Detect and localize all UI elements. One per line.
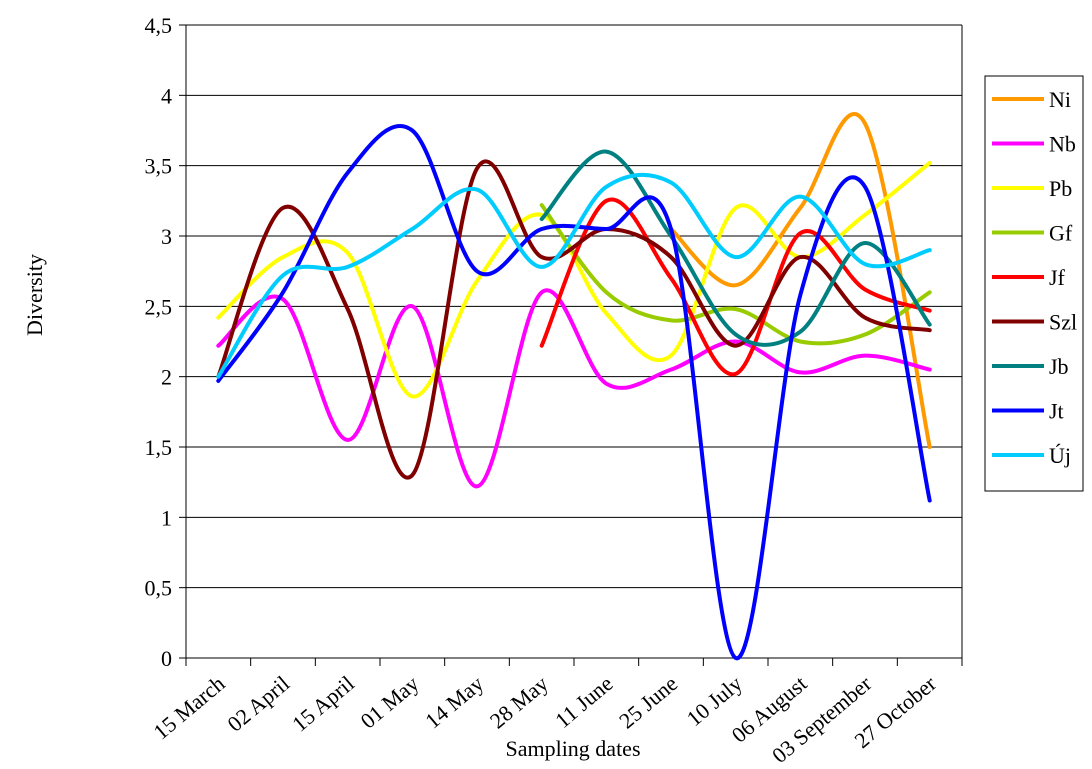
series-line-jt [216,124,932,661]
x-tick-label: 02 April [222,671,294,737]
axes [185,24,963,666]
y-tick-label: 3 [161,224,172,249]
legend-label: Jf [1049,265,1066,290]
legend-item-uj: Új [992,443,1071,468]
legend-item-gf: Gf [992,221,1073,246]
x-tick-label: 14 May [420,671,488,734]
series-line-nb [216,288,932,489]
x-tick-label: 15 April [287,671,359,737]
y-tick-label: 3,5 [145,154,173,179]
x-axis-title: Sampling dates [505,736,640,761]
legend-item-jb: Jb [992,354,1069,379]
series-line-jf [539,197,932,377]
legend-label: Nb [1049,132,1076,157]
legend-label: Ni [1049,87,1071,112]
y-tick-label: 1,5 [145,435,173,460]
x-tick-label: 01 May [356,671,424,734]
y-tick-labels: 0 0,5 1 1,5 2 2,5 3 3,5 4 4,5 [145,13,173,671]
x-tick-label: 15 March [148,671,229,745]
legend-item-szl: Szl [992,310,1077,335]
y-tick-label: 4,5 [145,13,173,38]
legend-label: Pb [1049,176,1072,201]
series-line-gf [539,203,932,346]
y-tick-label: 2,5 [145,294,173,319]
y-tick-label: 4 [161,83,172,108]
series-lines [216,112,932,661]
legend: Ni Nb Pb Gf Jf Szl Jb Jt Új [984,75,1084,492]
legend-item-jf: Jf [992,265,1066,290]
series-line-pb [216,160,932,399]
legend-label: Jt [1049,399,1064,424]
legend-item-pb: Pb [992,176,1072,201]
series-line-jb [539,149,932,347]
series-line-ni [669,112,932,449]
legend-label: Új [1049,443,1071,468]
x-tick-label: 25 June [614,671,682,734]
legend-item-nb: Nb [992,132,1076,157]
x-tick-label: 28 May [485,671,553,734]
legend-label: Gf [1049,221,1073,246]
series-line-szl [216,159,932,480]
y-tick-label: 2 [161,365,172,390]
y-tick-label: 0 [161,646,172,671]
legend-label: Szl [1049,310,1077,335]
y-tick-label: 0,5 [145,576,173,601]
x-tick-label: 11 June [550,671,617,733]
legend-label: Jb [1049,354,1069,379]
legend-item-ni: Ni [992,87,1071,112]
legend-item-jt: Jt [992,399,1064,424]
y-tick-label: 1 [161,505,172,530]
y-axis-title: Diversity [22,254,47,336]
series-line-uj [216,172,932,379]
